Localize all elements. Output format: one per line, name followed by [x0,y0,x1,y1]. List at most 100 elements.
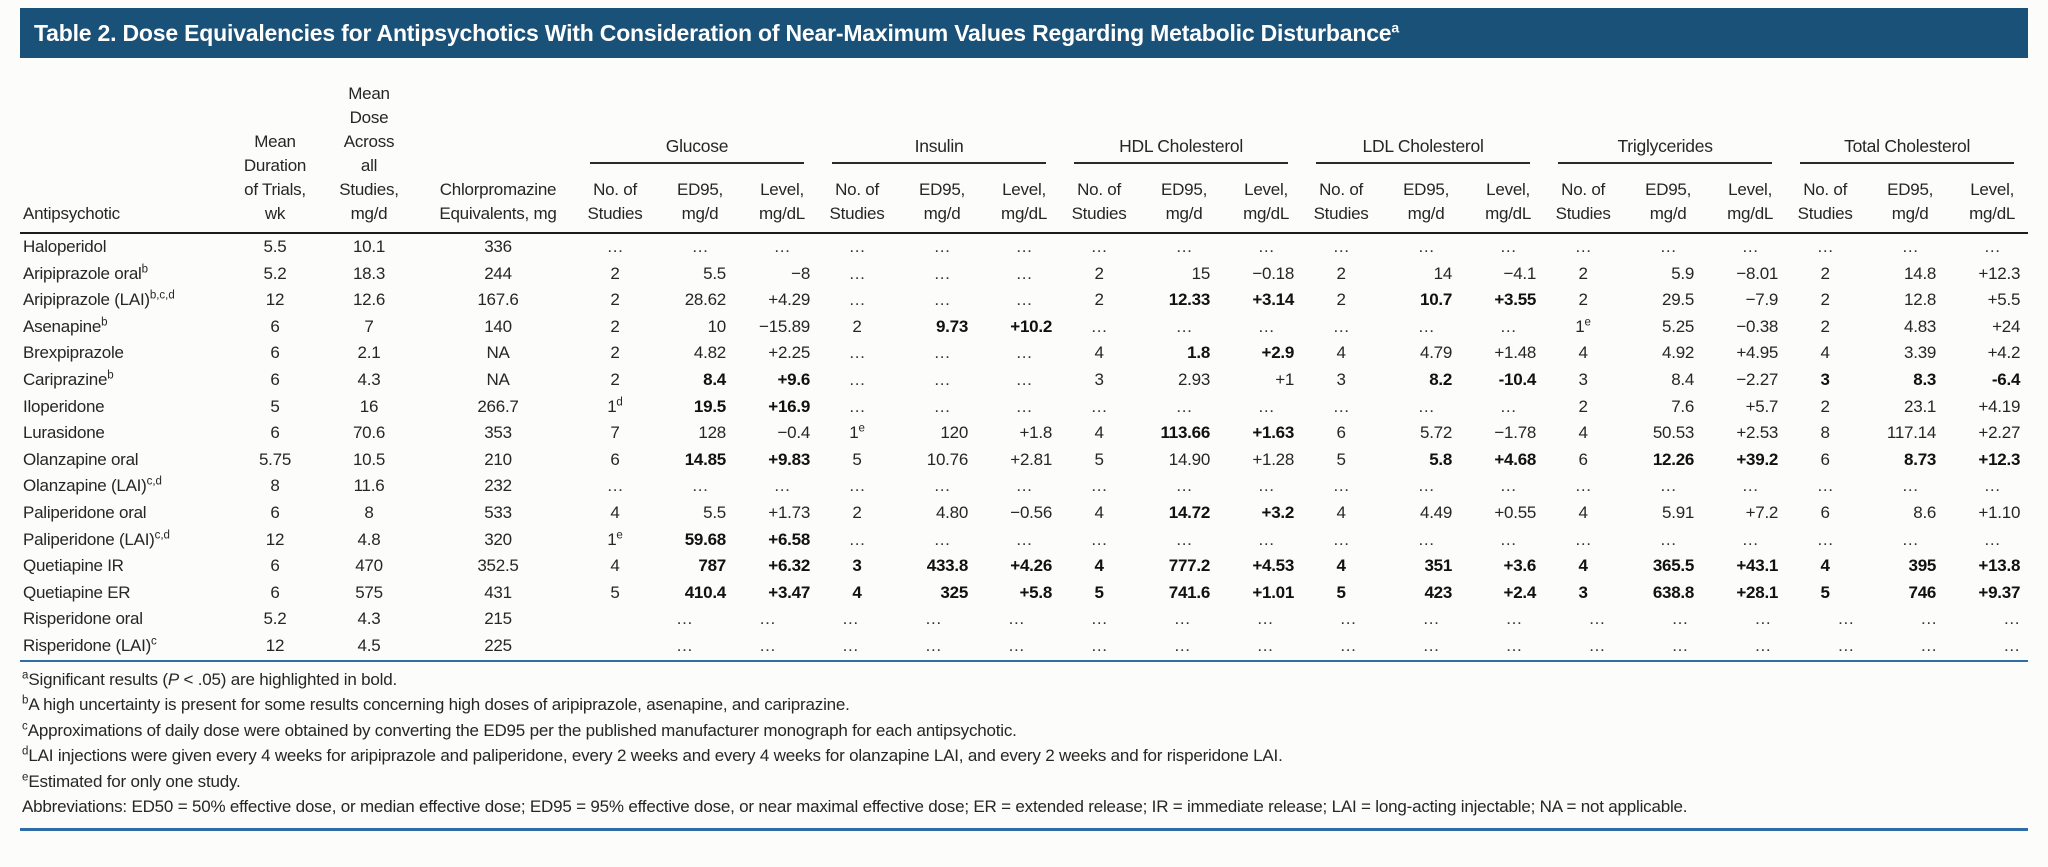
leader-dot: … [1339,635,1357,655]
cell: … [1257,396,1275,416]
cell: 59.68 [684,529,727,549]
cell: +0.55 [1494,502,1537,522]
leader-dot: … [1339,609,1357,629]
cell: +9.37 [1978,582,2021,602]
cell: … [1257,529,1275,549]
cell: 4.5 [318,632,420,662]
footnote-b: bA high uncertainty is present for some … [22,694,850,714]
cell: … [1499,396,1517,416]
group-header-label: Triglycerides [1558,134,1773,164]
cell: … [1332,529,1350,549]
cell: 12.33 [1168,290,1211,310]
footnote-d: dLAI injections were given every 4 weeks… [22,745,1283,765]
table-row: Quetiapine ER 6 575 431 5 410.4 +3.47 4 325 +5.8 5… [20,580,2028,607]
cell: +5.8 [1019,582,1053,602]
cell: 5.5 [703,263,726,283]
leader-dot: … [1422,609,1440,629]
table-title: Table 2. Dose Equivalencies for Antipsyc… [34,20,1399,47]
cell: 14.72 [1168,502,1211,522]
cell: +1.10 [1978,502,2021,522]
cell: +13.8 [1978,556,2021,576]
dot-leader: …………………………………………… [576,606,2028,633]
cell: … [1090,476,1108,496]
cell: +3.2 [1261,502,1295,522]
cell: −15.89 [759,316,811,336]
header-group-row: Antipsychotic Mean Duration of Trials, wk Mea… [20,64,2028,234]
leader-dot: … [1754,609,1772,629]
leader-dot: … [841,635,859,655]
cell: 4 [1820,343,1830,363]
cell: 18.3 [352,263,386,283]
cell: 10.5 [352,449,386,469]
table-row: Haloperidol 5.5 10.1 336……………………………………………… [20,233,2028,261]
row-label: Olanzapine (LAI)c,d [23,475,162,496]
cell: +1 [1275,369,1295,389]
cell: 741.6 [1168,582,1211,602]
cell: 3 [1820,369,1830,389]
cell: … [1983,476,2001,496]
cell: +6.32 [768,556,811,576]
cell: 12 [265,529,285,549]
leader-dot: … [1588,609,1606,629]
cell: 431 [484,582,512,602]
cell: … [1574,476,1592,496]
cell: … [1015,529,1033,549]
group-header-insulin: Insulin [818,64,1060,164]
cell: 10.76 [926,449,969,469]
cell: … [848,263,866,283]
column-header-no-of-studies: No. of Studies [576,164,654,234]
cell: 6 [610,449,620,469]
leader-dot: … [2003,635,2020,655]
cell: … [848,237,866,256]
cell: 6 [270,582,280,602]
cell: … [933,290,951,310]
cell: 575 [355,582,383,602]
leader-dot: … [1671,635,1689,655]
cell: 12 [232,632,318,662]
cell: 4.8 [357,529,381,549]
table-row: Asenapineb 6 7 140 2 10 −15.89 2 9.73 +10.2 … … … … … …… [20,314,2028,341]
cell: 2 [610,343,620,363]
column-header-no-of-studies: No. of Studies [1060,164,1139,234]
cell: 3 [852,556,862,576]
cell: 4 [1094,343,1104,363]
cell: 5 [852,449,862,469]
cell: … [606,237,624,256]
cell: 2 [1094,290,1104,310]
cell: 2 [610,290,620,310]
cell: … [1090,316,1108,336]
cell: 232 [484,476,512,496]
cell: +16.9 [768,396,811,416]
leader-dot: … [1505,635,1523,655]
column-header-level: Level, mg/dL [746,164,819,234]
footnotes: aSignificant results (P < .05) are highl… [20,664,2028,831]
cell: 433.8 [926,556,969,576]
cell: … [1015,263,1033,283]
column-header-no-of-studies: No. of Studies [1786,164,1865,234]
cell: … [1499,476,1517,496]
cell: −0.56 [1010,502,1053,522]
row-label: Lurasidone [23,423,105,443]
cell: 4.83 [1904,316,1937,336]
cell: … [848,343,866,363]
leader-dot: … [1588,635,1606,655]
cell: 353 [484,423,512,443]
cell: 2 [1578,290,1588,310]
leader-dot: … [676,635,693,655]
table-row: Paliperidone (LAI)c,d 12 4.8 320 1e 59.68 +6.5… [20,527,2028,554]
cell: 2.1 [357,343,381,363]
cell: 5.72 [1419,423,1453,443]
cell: 2 [1820,396,1830,416]
cell: 351 [1424,556,1453,576]
cell: +2.25 [768,343,811,363]
cell: 2 [610,316,620,336]
cell: −7.9 [1745,290,1779,310]
cell: 2.93 [1177,369,1211,389]
cell: … [773,476,791,496]
column-header-level: Level, mg/dL [1956,164,2029,234]
group-header-label: HDL Cholesterol [1074,134,1289,164]
cell: 2 [610,369,620,389]
cell: … [1090,529,1108,549]
cell: 352.5 [477,556,519,576]
cell: 3 [1578,369,1588,389]
